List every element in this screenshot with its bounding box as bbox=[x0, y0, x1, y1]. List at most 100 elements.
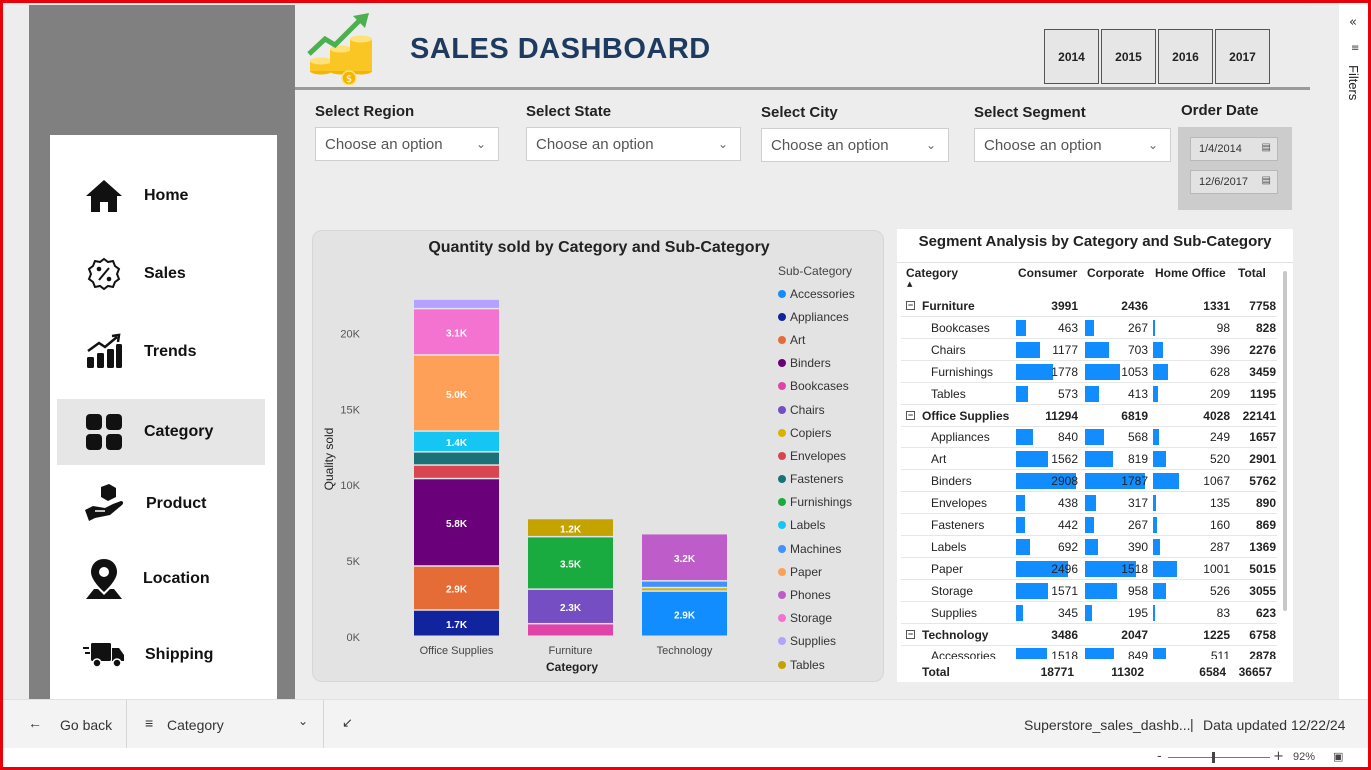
sub-category-row[interactable]: Appliances 840 568 249 1657 bbox=[901, 426, 1277, 449]
year-button-2015[interactable]: 2015 bbox=[1101, 29, 1156, 84]
nav-home[interactable]: Home bbox=[57, 163, 265, 229]
sub-category-row[interactable]: Chairs 1177 703 396 2276 bbox=[901, 339, 1277, 361]
sub-category-row[interactable]: Furnishings 1778 1053 628 3459 bbox=[901, 361, 1277, 383]
bar-segment[interactable] bbox=[642, 581, 727, 587]
bar-segment[interactable] bbox=[642, 591, 727, 636]
zoom-in-button[interactable]: + bbox=[1273, 749, 1284, 764]
year-button-2014[interactable]: 2014 bbox=[1044, 29, 1099, 84]
sub-category-row[interactable]: Fasteners 442 267 160 869 bbox=[901, 514, 1277, 536]
legend-item[interactable]: Phones bbox=[778, 583, 855, 606]
sub-category-row[interactable]: Tables 573 413 209 1195 bbox=[901, 383, 1277, 405]
header-category[interactable]: Category bbox=[906, 266, 959, 280]
sub-category-row[interactable]: Accessories 1518 849 511 2878 bbox=[901, 645, 1277, 659]
sub-category-row[interactable]: Paper 2496 1518 1001 5015 bbox=[901, 558, 1277, 580]
category-row[interactable]: − Technology 3486 2047 1225 6758 bbox=[901, 624, 1277, 646]
matrix-scrollbar[interactable] bbox=[1283, 271, 1287, 611]
start-date-value: 1/4/2014 bbox=[1199, 143, 1242, 155]
segment-dropdown[interactable]: Choose an option ⌄ bbox=[974, 128, 1171, 162]
consumer-value: 692 bbox=[1057, 539, 1078, 554]
bar-segment[interactable] bbox=[528, 589, 613, 623]
matrix-total-row: Total 18771 11302 6584 36657 bbox=[901, 661, 1277, 683]
state-dropdown[interactable]: Choose an option ⌄ bbox=[526, 127, 741, 161]
legend-label: Art bbox=[790, 332, 806, 347]
legend-item[interactable]: Copiers bbox=[778, 421, 855, 444]
bar-segment[interactable] bbox=[414, 610, 499, 636]
legend-item[interactable]: Appliances bbox=[778, 305, 855, 328]
page-selector[interactable]: Category bbox=[167, 717, 224, 733]
legend-item[interactable]: Paper bbox=[778, 560, 855, 583]
collapse-icon[interactable]: − bbox=[906, 628, 915, 639]
sub-category-row[interactable]: Supplies 345 195 83 623 bbox=[901, 602, 1277, 624]
bar-segment[interactable] bbox=[414, 566, 499, 610]
collapse-pane-icon[interactable]: « bbox=[1349, 15, 1357, 30]
bar-segment[interactable] bbox=[528, 537, 613, 589]
sub-category-row[interactable]: Art 1562 819 520 2901 bbox=[901, 448, 1277, 471]
city-dropdown[interactable]: Choose an option ⌄ bbox=[761, 128, 949, 162]
zoom-level: 92% bbox=[1293, 751, 1316, 763]
header-total[interactable]: Total bbox=[1238, 266, 1266, 280]
bar-segment[interactable] bbox=[414, 465, 499, 478]
legend-item[interactable]: Fasteners bbox=[778, 468, 855, 491]
legend-label: Fasteners bbox=[790, 472, 844, 487]
end-date-input[interactable]: 12/6/2017 ▤ bbox=[1190, 170, 1278, 194]
sub-category-row[interactable]: Labels 692 390 287 1369 bbox=[901, 536, 1277, 558]
state-dropdown-value: Choose an option bbox=[536, 136, 654, 153]
bar-segment[interactable] bbox=[414, 299, 499, 308]
legend-item[interactable]: Tables bbox=[778, 653, 855, 676]
fit-page-icon[interactable]: ↙ bbox=[342, 715, 353, 730]
nav-product[interactable]: Product bbox=[57, 471, 265, 537]
zoom-out-button[interactable]: - bbox=[1157, 749, 1162, 764]
header-corporate[interactable]: Corporate bbox=[1087, 266, 1145, 280]
fit-screen-icon[interactable]: ▣ bbox=[1333, 750, 1344, 763]
bar-segment[interactable] bbox=[528, 624, 613, 636]
legend-item[interactable]: Supplies bbox=[778, 630, 855, 653]
zoom-thumb[interactable] bbox=[1212, 752, 1215, 763]
sub-category-row[interactable]: Bookcases 463 267 98 828 bbox=[901, 317, 1277, 339]
zoom-slider[interactable] bbox=[1168, 757, 1270, 758]
chevron-down-icon[interactable]: ⌄ bbox=[298, 714, 309, 728]
legend-item[interactable]: Accessories bbox=[778, 282, 855, 305]
bar-segment[interactable] bbox=[414, 355, 499, 431]
legend-item[interactable]: Binders bbox=[778, 352, 855, 375]
legend-item[interactable]: Bookcases bbox=[778, 375, 855, 398]
year-button-2016[interactable]: 2016 bbox=[1158, 29, 1213, 84]
legend-item[interactable]: Labels bbox=[778, 514, 855, 537]
region-dropdown[interactable]: Choose an option ⌄ bbox=[315, 127, 499, 161]
collapse-icon[interactable]: − bbox=[906, 409, 915, 420]
filters-label[interactable]: Filters bbox=[1346, 65, 1361, 101]
legend-item[interactable]: Envelopes bbox=[778, 444, 855, 467]
start-date-input[interactable]: 1/4/2014 ▤ bbox=[1190, 137, 1278, 161]
corporate-data-bar bbox=[1085, 363, 1121, 380]
legend-item[interactable]: Machines bbox=[778, 537, 855, 560]
sub-category-row[interactable]: Storage 1571 958 526 3055 bbox=[901, 580, 1277, 602]
header-consumer[interactable]: Consumer bbox=[1018, 266, 1078, 280]
bar-segment[interactable] bbox=[642, 534, 727, 581]
legend-item[interactable]: Art bbox=[778, 328, 855, 351]
nav-sales[interactable]: Sales bbox=[57, 241, 265, 307]
legend-item[interactable]: Chairs bbox=[778, 398, 855, 421]
nav-trends[interactable]: Trends bbox=[57, 319, 265, 385]
category-row[interactable]: − Furniture 3991 2436 1331 7758 bbox=[901, 295, 1277, 317]
legend-item[interactable]: Furnishings bbox=[778, 491, 855, 514]
back-arrow-icon[interactable]: ← bbox=[28, 715, 42, 731]
collapse-icon[interactable]: − bbox=[906, 300, 915, 310]
bar-segment[interactable] bbox=[414, 452, 499, 465]
filters-pane[interactable]: « ≡ bbox=[1339, 3, 1368, 699]
bar-segment[interactable] bbox=[414, 431, 499, 452]
header-home-office[interactable]: Home Office bbox=[1155, 266, 1226, 280]
nav-shipping[interactable]: Shipping bbox=[57, 622, 265, 688]
nav-category[interactable]: Category bbox=[57, 399, 265, 465]
category-row[interactable]: − Office Supplies 11294 6819 4028 22141 bbox=[901, 405, 1277, 427]
sub-category-row[interactable]: Binders 2908 1787 1067 5762 bbox=[901, 470, 1277, 493]
bar-segment[interactable] bbox=[528, 519, 613, 536]
bar-segment[interactable] bbox=[414, 479, 499, 566]
corporate-value: 1053 bbox=[1121, 364, 1148, 379]
legend-item[interactable]: Storage bbox=[778, 607, 855, 630]
nav-location[interactable]: Location bbox=[57, 546, 265, 612]
bar-segment[interactable] bbox=[642, 588, 727, 591]
sub-category-row[interactable]: Envelopes 438 317 135 890 bbox=[901, 492, 1277, 515]
year-button-2017[interactable]: 2017 bbox=[1215, 29, 1270, 84]
go-back-button[interactable]: Go back bbox=[60, 717, 113, 733]
home-office-value: 287 bbox=[1209, 539, 1230, 554]
bar-segment[interactable] bbox=[414, 309, 499, 355]
